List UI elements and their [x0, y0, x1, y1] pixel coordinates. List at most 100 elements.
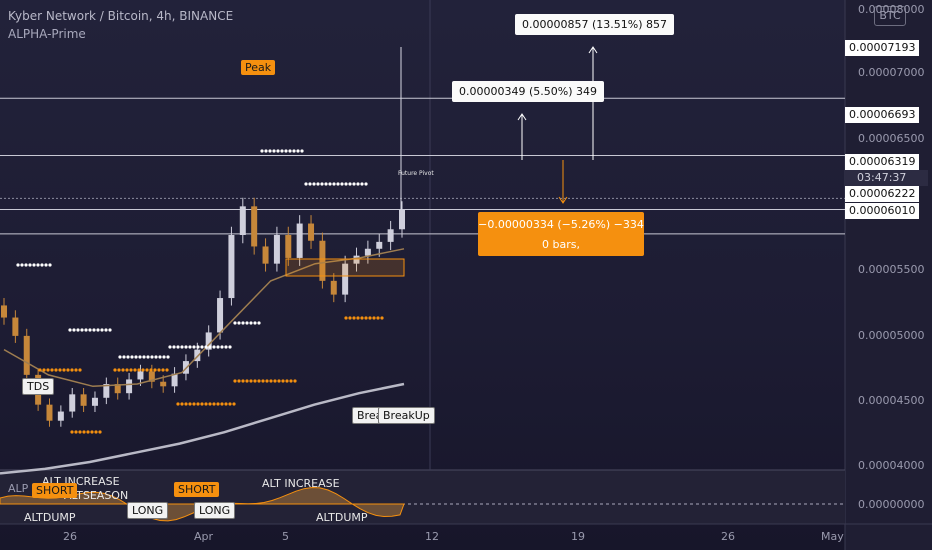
- candle: [160, 381, 167, 387]
- level-dot: [32, 263, 36, 267]
- price-level-label[interactable]: 0.00007193: [845, 40, 920, 56]
- candle: [251, 206, 258, 247]
- level-dot: [70, 430, 74, 434]
- level-dot: [257, 321, 261, 325]
- level-dot: [100, 328, 104, 332]
- level-dot: [82, 430, 86, 434]
- osc-altdump-1: ALTDUMP: [24, 511, 76, 524]
- candle: [228, 235, 235, 299]
- level-dot: [280, 149, 284, 153]
- current-price-label[interactable]: 0.00006222: [845, 186, 920, 202]
- level-dot: [108, 328, 112, 332]
- price-tick-label: 0.00004000: [858, 459, 925, 472]
- level-dot: [180, 402, 184, 406]
- tds-label: TDS: [22, 378, 55, 395]
- candle: [217, 298, 224, 333]
- level-dot: [312, 182, 316, 186]
- range-box: [285, 258, 405, 277]
- candle: [262, 246, 269, 264]
- level-dot: [153, 368, 157, 372]
- level-dot: [261, 379, 265, 383]
- level-dot: [328, 182, 332, 186]
- level-dot: [168, 345, 172, 349]
- measure-negative-value: −0.00000334 (−5.26%) −334: [478, 218, 644, 231]
- level-dot: [118, 355, 122, 359]
- level-dot: [308, 182, 312, 186]
- price-tick-label: 0.00005000: [858, 329, 925, 342]
- level-dot: [241, 321, 245, 325]
- level-dot: [66, 368, 70, 372]
- indicator-name[interactable]: ALPHA-Prime: [8, 27, 86, 41]
- price-tick-label: 0.00006500: [858, 132, 925, 145]
- osc-short-2: SHORT: [174, 482, 220, 497]
- measure-label-negative[interactable]: −0.00000334 (−5.26%) −334 0 bars,: [478, 212, 644, 256]
- measure-label-top[interactable]: 0.00000857 (13.51%) 857: [515, 14, 674, 35]
- level-dot: [20, 263, 24, 267]
- level-dot: [241, 379, 245, 383]
- level-dot: [316, 182, 320, 186]
- level-dot: [40, 263, 44, 267]
- level-dot: [54, 368, 58, 372]
- level-dot: [300, 149, 304, 153]
- level-dot: [380, 316, 384, 320]
- level-dot: [324, 182, 328, 186]
- level-dot: [141, 368, 145, 372]
- candle: [387, 229, 394, 242]
- level-dot: [129, 368, 133, 372]
- level-dot: [94, 430, 98, 434]
- level-dot: [288, 149, 292, 153]
- measure-arrow-top-head: [588, 46, 598, 54]
- candle: [353, 255, 360, 264]
- osc-short-1: SHORT: [32, 483, 78, 498]
- level-dot: [126, 355, 130, 359]
- level-dot: [212, 345, 216, 349]
- level-dot: [58, 368, 62, 372]
- level-dot: [16, 263, 20, 267]
- measure-arrow-mid-head: [517, 113, 527, 121]
- level-dot: [249, 321, 253, 325]
- level-dot: [96, 328, 100, 332]
- level-dot: [272, 149, 276, 153]
- level-dot: [133, 368, 137, 372]
- candle: [126, 379, 133, 394]
- level-dot: [224, 345, 228, 349]
- level-dot: [44, 263, 48, 267]
- level-dot: [166, 355, 170, 359]
- level-dot: [76, 328, 80, 332]
- level-dot: [42, 368, 46, 372]
- level-dot: [257, 379, 261, 383]
- candle: [399, 209, 405, 230]
- price-level-label[interactable]: 0.00006693: [845, 107, 920, 123]
- time-tick-label: Apr: [194, 530, 214, 543]
- price-tick-top-partial: 0.00008000: [858, 3, 925, 16]
- level-dot: [224, 402, 228, 406]
- level-dot: [74, 368, 78, 372]
- measure-negative-bars: 0 bars,: [542, 238, 580, 251]
- candle: [364, 248, 371, 256]
- price-level-label[interactable]: 0.00006010: [845, 203, 920, 219]
- candle: [376, 241, 383, 249]
- level-dot: [196, 345, 200, 349]
- level-dot: [68, 328, 72, 332]
- time-tick-label: 26: [63, 530, 77, 543]
- level-dot: [265, 379, 269, 383]
- candle: [308, 223, 315, 241]
- level-dot: [344, 182, 348, 186]
- level-dot: [249, 379, 253, 383]
- level-dot: [232, 402, 236, 406]
- candle: [80, 394, 87, 406]
- price-level-label[interactable]: 0.00006319: [845, 154, 920, 170]
- measure-label-mid[interactable]: 0.00000349 (5.50%) 349: [452, 81, 604, 102]
- candle: [1, 305, 7, 318]
- level-dot: [192, 402, 196, 406]
- level-dot: [245, 321, 249, 325]
- osc-altseason: ALTSEASON: [64, 489, 129, 502]
- level-dot: [208, 345, 212, 349]
- level-dot: [268, 149, 272, 153]
- currency-badge[interactable]: BTC: [874, 6, 906, 26]
- level-dot: [86, 430, 90, 434]
- level-dot: [138, 355, 142, 359]
- price-axis-panel: [845, 0, 932, 550]
- time-tick-label: 5: [282, 530, 289, 543]
- level-dot: [196, 402, 200, 406]
